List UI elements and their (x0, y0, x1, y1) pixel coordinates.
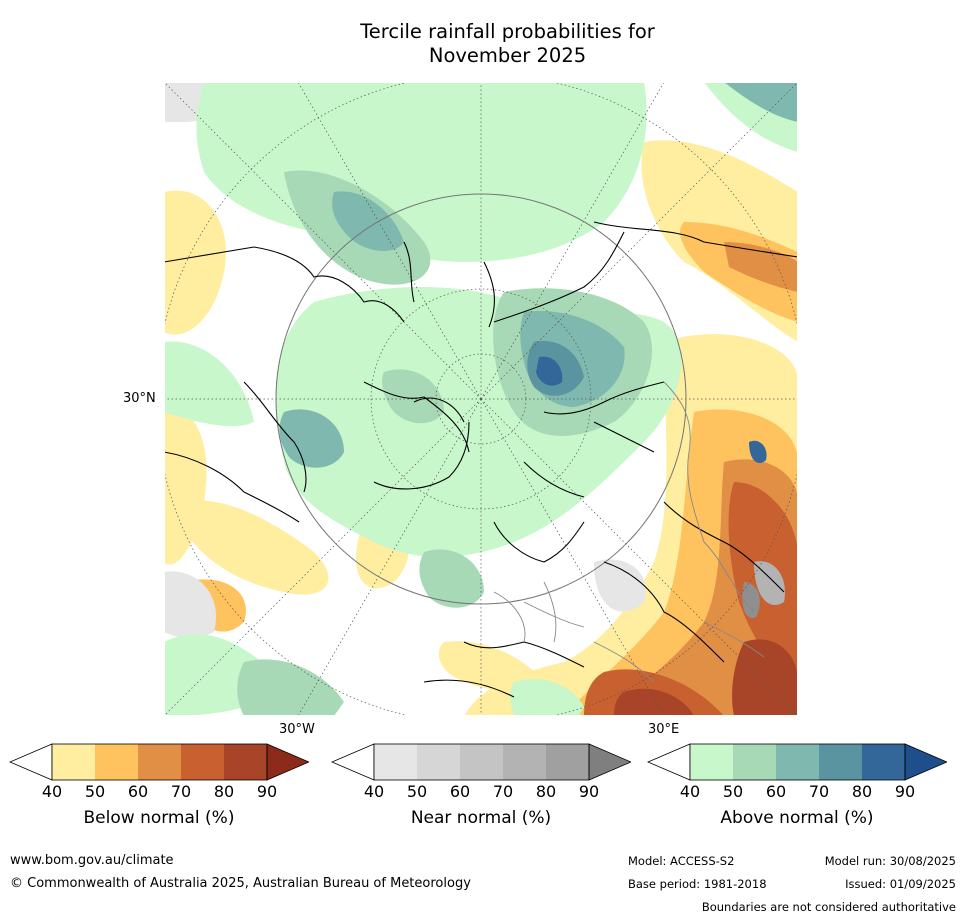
above-normal-swatch (776, 744, 819, 780)
below-normal-tick-label: 80 (213, 782, 235, 801)
above-normal-tick-label: 50 (722, 782, 744, 801)
above-normal-swatch (733, 744, 776, 780)
below-normal-tick-label: 60 (127, 782, 149, 801)
colorbar-below-normal-swatches (9, 743, 309, 781)
near-normal-tick-label: 70 (492, 782, 514, 801)
colorbar-below-normal-title: Below normal (%) (83, 808, 235, 828)
near-normal-tick-label: 80 (535, 782, 557, 801)
above-normal-tick-label: 90 (894, 782, 916, 801)
colorbar-near-normal (331, 743, 631, 781)
below-normal-swatch (95, 744, 138, 780)
colorbar-near-normal-title: Near normal (%) (410, 808, 552, 828)
footer-model: Model: ACCESS-S2 (628, 854, 735, 868)
footer-base-period: Base period: 1981-2018 (628, 877, 767, 891)
below-normal-swatch (181, 744, 224, 780)
colorbar-above-normal-swatches (647, 743, 947, 781)
near-normal-swatch (546, 744, 589, 780)
footer-website: www.bom.gov.au/climate (10, 853, 174, 868)
above-normal-swatch (819, 744, 862, 780)
colorbar-near-normal-swatches (331, 743, 631, 781)
above-normal-over-triangle (904, 743, 947, 781)
lat-label-30n: 30°N (123, 391, 156, 406)
below-normal-frame (51, 743, 268, 781)
above-normal-under-triangle (647, 743, 691, 781)
above-normal-tick-label: 70 (808, 782, 830, 801)
near-normal-under-triangle (331, 743, 375, 781)
chart-title: Tercile rainfall probabilities for Novem… (0, 20, 965, 68)
above-normal-swatch (862, 744, 905, 780)
near-normal-frame (373, 743, 590, 781)
probability-map (164, 82, 798, 716)
below-normal-swatch (138, 744, 181, 780)
footer-model-run: Model run: 30/08/2025 (824, 854, 956, 868)
above-normal-tick-label: 60 (765, 782, 787, 801)
below-normal-over-triangle (266, 743, 309, 781)
below-normal-under-triangle (9, 743, 53, 781)
above-normal-areas (164, 82, 798, 716)
below-normal-tick-label: 90 (256, 782, 278, 801)
footer-copyright: © Commonwealth of Australia 2025, Austra… (10, 876, 471, 891)
near-normal-tick-label: 90 (578, 782, 600, 801)
near-normal-swatch (460, 744, 503, 780)
near-normal-over-triangle (588, 743, 631, 781)
near-normal-swatch (417, 744, 460, 780)
below-normal-tick-label: 70 (170, 782, 192, 801)
near-normal-tick-label: 50 (406, 782, 428, 801)
country-boundaries (493, 381, 765, 683)
above-normal-tick-label: 80 (851, 782, 873, 801)
footer-disclaimer: Boundaries are not considered authoritat… (701, 900, 956, 914)
lon-label-30w: 30°W (279, 722, 315, 737)
latitude-circle (275, 193, 687, 605)
footer-issued: Issued: 01/09/2025 (845, 877, 956, 891)
above-normal-tick-label: 40 (679, 782, 701, 801)
below-normal-swatch (224, 744, 267, 780)
colorbar-above-normal (647, 743, 947, 781)
below-normal-tick-label: 50 (84, 782, 106, 801)
map-frame (164, 82, 798, 716)
colorbar-near-normal-ticks: 40 50 60 70 80 90 (331, 782, 631, 802)
above-normal-swatch (690, 744, 733, 780)
below-normal-areas (164, 140, 798, 716)
colorbar-above-normal-ticks: 40 50 60 70 80 90 (647, 782, 947, 802)
coastlines (164, 221, 798, 698)
near-normal-swatch (503, 744, 546, 780)
near-normal-tick-label: 60 (449, 782, 471, 801)
title-line-2: November 2025 (428, 44, 587, 67)
lon-label-30e: 30°E (648, 722, 680, 737)
below-normal-tick-label: 40 (41, 782, 63, 801)
above-normal-frame (689, 743, 906, 781)
title-line-1: Tercile rainfall probabilities for (360, 20, 655, 43)
near-normal-swatch (374, 744, 417, 780)
colorbar-below-normal (9, 743, 309, 781)
colorbar-below-normal-ticks: 40 50 60 70 80 90 (9, 782, 309, 802)
near-normal-tick-label: 40 (363, 782, 385, 801)
below-normal-swatch (52, 744, 95, 780)
colorbar-above-normal-title: Above normal (%) (720, 808, 874, 828)
